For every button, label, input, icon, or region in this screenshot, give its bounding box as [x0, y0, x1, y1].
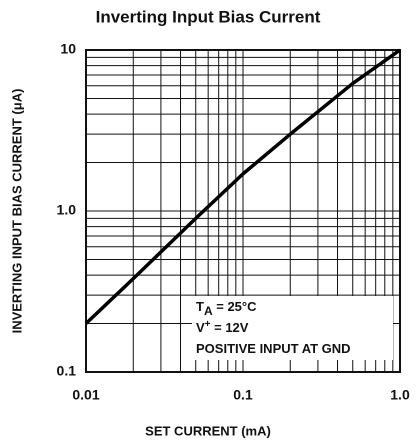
- y-tick-label: 10: [60, 41, 76, 57]
- annotation-box: [192, 296, 393, 360]
- line-series: [84, 48, 402, 325]
- x-tick-label: 0.01: [72, 387, 99, 403]
- annotation-text: TA = 25°C: [196, 299, 257, 318]
- annotation-text: POSITIVE INPUT AT GND: [196, 341, 351, 356]
- annotation-sup: +: [205, 319, 211, 330]
- annotation-sub: A: [204, 304, 213, 318]
- y-tick-label: 1.0: [57, 202, 77, 218]
- x-tick-label: 1.0: [390, 387, 410, 403]
- plot-frame: [85, 49, 401, 373]
- annotation-text-part: POSITIVE INPUT AT GND: [196, 341, 351, 356]
- y-axis-label: INVERTING INPUT BIAS CURRENT (μA): [9, 89, 24, 334]
- chart-title: Inverting Input Bias Current: [96, 7, 321, 26]
- annotation-text-part: = 25°C: [213, 299, 257, 314]
- annotation-text: V+ = 12V: [196, 319, 249, 336]
- annotation-text-part: = 12V: [211, 320, 249, 335]
- annotation-base: V: [196, 320, 205, 335]
- y-tick-label: 0.1: [57, 363, 77, 379]
- x-axis-label: SET CURRENT (mA): [145, 423, 271, 438]
- annotation-base: T: [196, 299, 204, 314]
- x-tick-label: 0.1: [233, 387, 253, 403]
